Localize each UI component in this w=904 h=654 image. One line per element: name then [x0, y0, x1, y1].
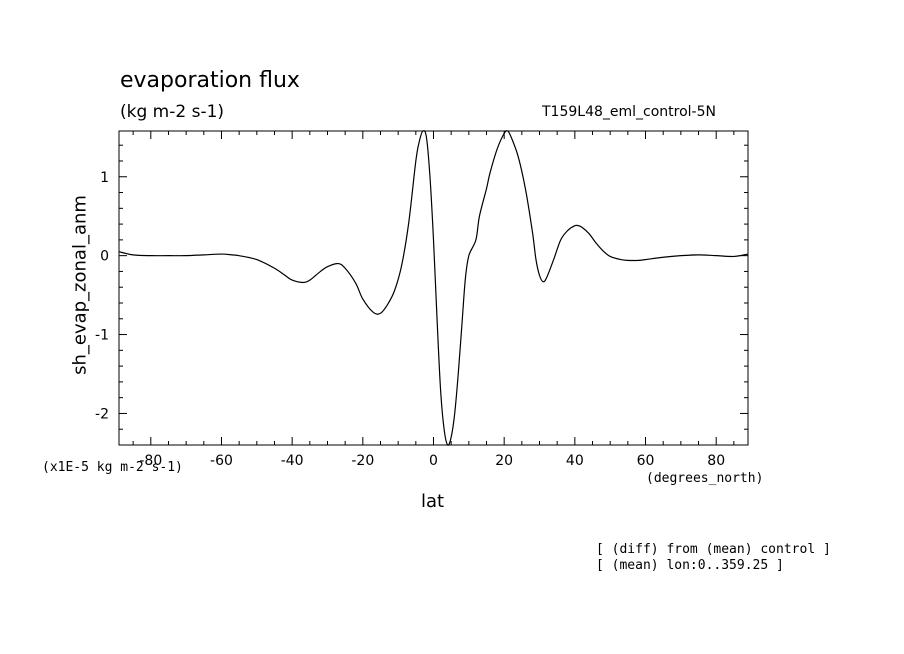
y-tick-label: 0 — [100, 249, 109, 265]
chart-title: evaporation flux — [120, 68, 300, 93]
x-tick-label: -40 — [281, 453, 304, 469]
x-tick-label: 40 — [566, 453, 584, 469]
plot-frame — [118, 130, 749, 446]
x-tick-label: 80 — [707, 453, 725, 469]
x-tick-label: 0 — [429, 453, 438, 469]
diff-note: [ (diff) from (mean) control ] — [596, 542, 831, 557]
x-tick-label: 60 — [637, 453, 655, 469]
run-label: T159L48_eml_control-5N — [542, 104, 716, 120]
x-axis-label: lat — [421, 491, 445, 512]
y-tick-label: -2 — [95, 406, 109, 422]
x-tick-label: -60 — [210, 453, 233, 469]
x-axis-units: (degrees_north) — [646, 471, 764, 486]
y-scale-note: (x1E-5 kg m-2 s-1) — [42, 460, 183, 475]
x-tick-label: -20 — [351, 453, 374, 469]
x-tick-label: 20 — [495, 453, 513, 469]
x-tick-label: -80 — [139, 453, 162, 469]
series-line — [118, 130, 749, 446]
y-tick-label: -1 — [95, 328, 109, 344]
chart-units: (kg m-2 s-1) — [120, 102, 225, 122]
y-tick-label: 1 — [100, 170, 109, 186]
mean-note: [ (mean) lon:0..359.25 ] — [596, 558, 784, 573]
